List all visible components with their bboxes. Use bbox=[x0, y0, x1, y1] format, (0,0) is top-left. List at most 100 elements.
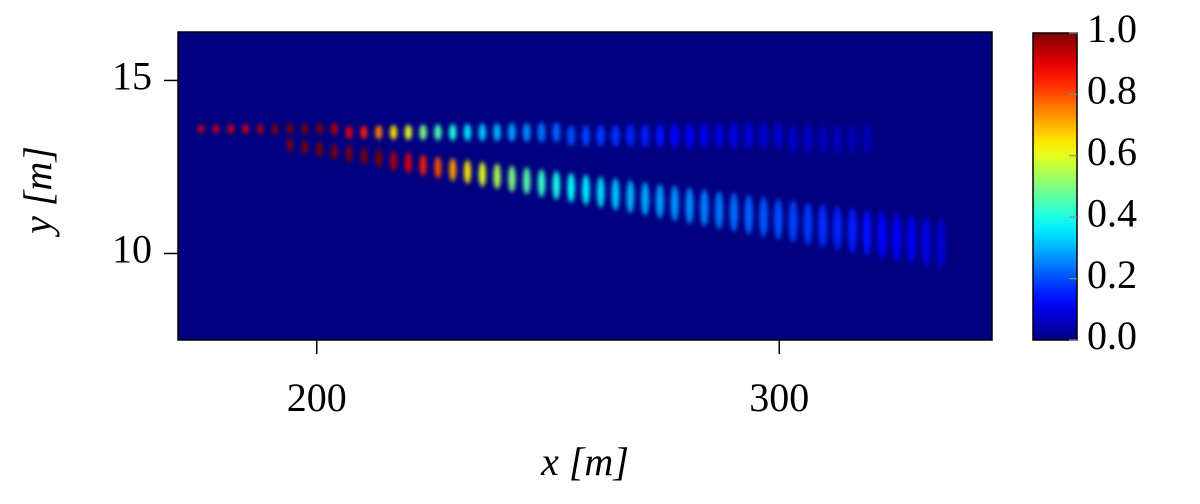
heat-blob bbox=[286, 137, 293, 152]
heat-blob bbox=[508, 122, 516, 142]
heat-blob bbox=[301, 123, 308, 135]
heat-blob bbox=[567, 125, 576, 147]
heat-blob bbox=[626, 124, 635, 148]
heat-blob bbox=[419, 124, 427, 141]
heat-blob bbox=[700, 123, 709, 149]
heat-blob bbox=[744, 122, 754, 150]
heat-blob bbox=[803, 202, 813, 246]
heat-blob bbox=[434, 156, 442, 179]
colorbar-tick-label: 0.0 bbox=[1087, 313, 1137, 358]
heat-blob bbox=[212, 124, 219, 134]
x-axis-label: x [m] bbox=[540, 439, 629, 484]
heat-blob bbox=[611, 178, 620, 211]
heat-blob bbox=[464, 159, 471, 184]
heat-blob bbox=[567, 172, 575, 203]
heat-blob bbox=[744, 194, 753, 235]
heat-blob bbox=[301, 139, 308, 155]
heat-blob bbox=[449, 158, 457, 182]
heat-blob bbox=[581, 125, 590, 147]
x-tick-label: 300 bbox=[749, 375, 809, 420]
heat-blob bbox=[463, 123, 472, 141]
heat-blob bbox=[714, 122, 724, 149]
heat-blob bbox=[626, 180, 635, 214]
colorbar bbox=[1032, 32, 1078, 341]
colorbar-tick-label: 0.6 bbox=[1087, 129, 1137, 174]
colorbar-tick-label: 0.4 bbox=[1087, 190, 1137, 235]
heat-blob bbox=[773, 121, 783, 150]
heat-blob bbox=[655, 183, 664, 219]
heat-blob bbox=[596, 124, 605, 147]
heatmap bbox=[198, 121, 946, 270]
heat-blob bbox=[242, 124, 249, 134]
heat-blob bbox=[434, 124, 442, 141]
heat-blob bbox=[316, 141, 323, 158]
heat-blob bbox=[227, 124, 234, 134]
heat-blob bbox=[345, 145, 353, 163]
heat-blob bbox=[685, 187, 694, 224]
heat-blob bbox=[892, 213, 902, 262]
heat-blob bbox=[788, 125, 798, 154]
heat-blob bbox=[729, 192, 739, 232]
heat-blob bbox=[271, 123, 279, 135]
heat-blob bbox=[906, 214, 917, 264]
heat-blob bbox=[611, 124, 620, 147]
heat-blob bbox=[375, 148, 382, 168]
colorbar-tick-label: 1.0 bbox=[1087, 6, 1137, 51]
heat-blob bbox=[640, 124, 650, 148]
heat-blob bbox=[478, 161, 486, 187]
heat-blob bbox=[729, 122, 739, 150]
heat-blob bbox=[877, 211, 887, 259]
y-tick-label: 10 bbox=[112, 227, 152, 272]
heat-blob bbox=[360, 147, 368, 166]
heat-blob bbox=[847, 207, 857, 254]
heat-blob bbox=[803, 124, 813, 154]
heat-blob bbox=[493, 123, 501, 142]
heat-blob bbox=[375, 125, 383, 140]
heat-blob bbox=[478, 123, 487, 142]
heat-blob bbox=[596, 176, 605, 208]
heat-blob bbox=[670, 123, 679, 149]
heat-blob bbox=[257, 123, 264, 134]
heat-blob bbox=[522, 122, 531, 142]
heat-blob bbox=[345, 125, 353, 139]
colorbar-tick-label: 0.8 bbox=[1087, 68, 1137, 113]
heat-blob bbox=[774, 198, 783, 240]
heat-blob bbox=[198, 124, 205, 133]
heat-blob bbox=[449, 124, 457, 141]
heat-blob bbox=[523, 167, 531, 195]
heat-blob bbox=[404, 124, 412, 140]
heat-blob bbox=[862, 209, 872, 256]
heat-blob bbox=[833, 205, 842, 251]
heat-blob bbox=[552, 122, 561, 143]
heat-blob bbox=[670, 185, 679, 222]
heat-blob bbox=[419, 154, 427, 176]
heat-blob bbox=[390, 150, 397, 171]
heat-blob bbox=[847, 124, 858, 155]
heat-blob bbox=[405, 152, 412, 174]
heat-blob bbox=[655, 123, 665, 148]
heat-blob bbox=[936, 218, 946, 270]
y-axis-label: y [m] bbox=[15, 146, 60, 238]
y-tick-label: 15 bbox=[112, 54, 152, 99]
heat-blob bbox=[537, 122, 546, 143]
heat-blob bbox=[685, 123, 694, 149]
heat-blob bbox=[582, 174, 590, 206]
plot-frame bbox=[177, 31, 993, 341]
heat-blob bbox=[331, 143, 338, 160]
heat-blob bbox=[759, 196, 768, 238]
heat-blob bbox=[360, 125, 368, 140]
heat-blob bbox=[759, 122, 768, 150]
heat-blob bbox=[286, 123, 294, 135]
heat-blob bbox=[641, 181, 650, 216]
heat-blob bbox=[330, 122, 338, 136]
heat-blob bbox=[537, 169, 546, 198]
heat-blob bbox=[316, 122, 323, 135]
heat-blob bbox=[862, 123, 872, 155]
heat-blob bbox=[818, 124, 828, 155]
heat-blob bbox=[715, 191, 724, 230]
heat-blob bbox=[390, 125, 398, 140]
x-tick-label: 200 bbox=[287, 375, 347, 420]
heat-blob bbox=[493, 163, 501, 190]
heat-blob bbox=[552, 170, 561, 200]
